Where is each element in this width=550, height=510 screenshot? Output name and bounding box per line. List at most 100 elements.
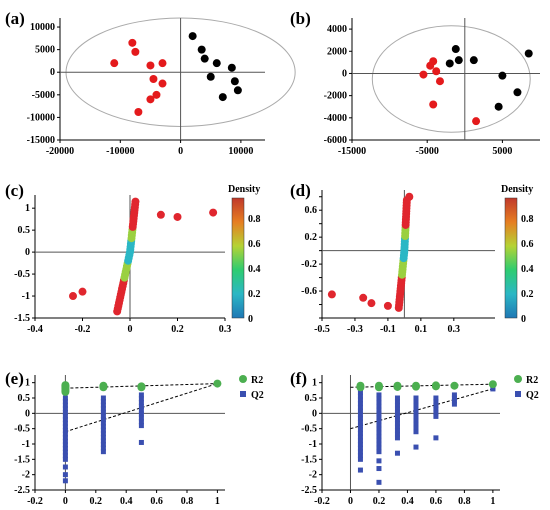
outlier-point	[69, 292, 77, 301]
q2-point	[138, 419, 144, 425]
q2-point	[62, 442, 68, 448]
data-point	[498, 71, 507, 80]
q2-point	[62, 413, 68, 419]
x-tick-label: -0.4	[27, 324, 43, 335]
colorbar-tick-label: 0.8	[248, 214, 261, 225]
q2-point	[433, 410, 439, 416]
q2-point	[451, 401, 457, 407]
data-point	[146, 61, 155, 70]
q2-point	[62, 449, 68, 455]
y-tick-label: -1	[22, 291, 30, 302]
q2-point	[394, 409, 400, 415]
y-tick-label: -0.5	[14, 424, 30, 435]
confidence-ellipse	[371, 25, 531, 133]
q2-point	[62, 478, 68, 484]
q2-point	[376, 422, 382, 428]
q2-point	[394, 413, 400, 419]
q2-point	[100, 449, 106, 455]
q2-point	[62, 431, 68, 437]
q2-point	[62, 472, 68, 478]
q2-point	[433, 413, 439, 419]
q2-point	[394, 395, 400, 401]
panel-letter: (a)	[5, 9, 25, 28]
colorbar	[504, 197, 518, 319]
data-point	[131, 47, 140, 56]
q2-point	[376, 415, 382, 421]
q2-point	[62, 435, 68, 441]
y-tick-label: 0	[50, 67, 55, 78]
legend-r2-marker	[514, 375, 522, 383]
density-point	[131, 197, 140, 206]
r2-point	[431, 381, 440, 390]
data-point	[454, 56, 463, 65]
q2-point	[100, 438, 106, 444]
data-point	[513, 88, 522, 97]
q2-point	[451, 395, 457, 401]
y-tick-label: -1	[309, 439, 317, 450]
x-tick-label: 1	[215, 496, 220, 507]
data-point	[435, 77, 444, 86]
data-point	[230, 77, 239, 86]
q2-point	[62, 464, 68, 470]
data-point	[419, 70, 428, 79]
r2-point	[137, 382, 146, 391]
x-tick-label: 0.2	[373, 496, 386, 507]
q2-point	[376, 403, 382, 409]
q2-point	[376, 437, 382, 443]
data-point	[146, 95, 155, 104]
outlier-point	[367, 299, 376, 308]
q2-point	[100, 442, 106, 448]
q2-point	[357, 393, 363, 399]
q2-point	[138, 423, 144, 429]
y-tick-label: 0.6	[305, 205, 318, 216]
colorbar-tick-label: 0.2	[521, 289, 534, 300]
q2-point	[433, 402, 439, 408]
q2-point	[394, 420, 400, 426]
data-point	[472, 117, 481, 126]
data-point	[212, 59, 221, 68]
y-tick-label: 10000	[30, 22, 55, 33]
q2-point	[394, 450, 400, 456]
q2-point	[413, 399, 419, 405]
outlier-point	[359, 293, 368, 302]
q2-point	[100, 399, 106, 405]
panel-a: (a) -20000 -10000 0 10000 -15000 -10000 -5000 0 5…	[5, 9, 296, 157]
x-tick-label: -20000	[46, 146, 74, 157]
data-point	[158, 79, 167, 88]
q2-point	[357, 408, 363, 414]
outlier-point	[383, 301, 392, 310]
x-tick-label: -0.2	[27, 496, 43, 507]
y-tick-label: -0.6	[301, 286, 317, 297]
q2-point	[394, 402, 400, 408]
x-tick-label: 0.4	[401, 496, 414, 507]
x-tick-label: 0.8	[181, 496, 194, 507]
data-point	[200, 54, 209, 63]
colorbar-tick-label: 0.4	[248, 264, 261, 275]
q2-point	[357, 445, 363, 451]
q2-point	[100, 431, 106, 437]
colorbar-tick-label: 0.8	[521, 214, 534, 225]
x-tick-label: 1	[490, 496, 495, 507]
y-tick-label: 1	[25, 378, 30, 389]
data-point	[197, 45, 206, 54]
q2-point	[376, 426, 382, 432]
r2-point	[488, 380, 497, 389]
y-tick-label: 4000	[327, 24, 347, 35]
q2-point	[100, 420, 106, 426]
panel-c: (c) -0.4 -0.2 0 0.2 0.3 -1.5 -1 -0.5 0 0.5 1 Density…	[5, 181, 261, 335]
r2-point	[411, 381, 420, 390]
panel-letter: (e)	[5, 369, 24, 388]
q2-point	[357, 397, 363, 403]
q2-point	[357, 441, 363, 447]
x-tick-label: -0.1	[380, 324, 396, 335]
q2-point	[100, 395, 106, 401]
q2-point	[100, 416, 106, 422]
q2-regression-line	[350, 388, 494, 430]
x-tick-label: -0.5	[314, 324, 330, 335]
y-tick-label: 1	[25, 203, 30, 214]
legend-q2-marker	[240, 391, 246, 397]
y-tick-label: -1	[22, 439, 30, 450]
x-tick-label: 0.6	[430, 496, 443, 507]
legend-q2-label: Q2	[251, 390, 264, 401]
